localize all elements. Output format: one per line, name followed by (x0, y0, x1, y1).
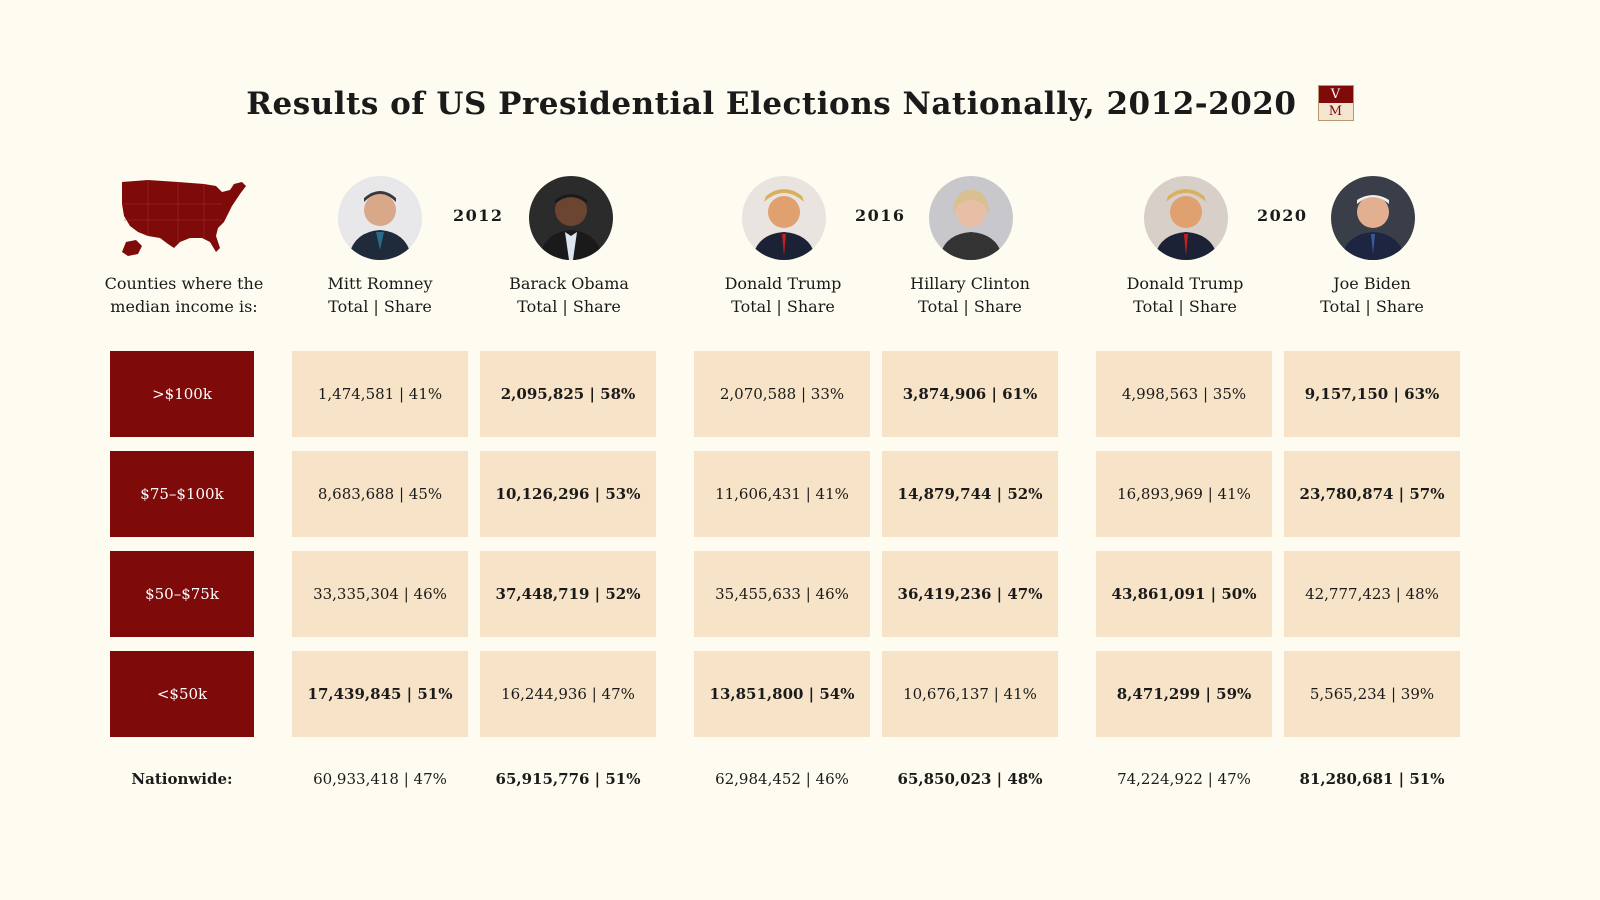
nationwide-cell: 65,850,023 | 48% (897, 770, 1043, 788)
result-cell: 11,606,431 | 41% (694, 451, 870, 537)
candidate-name: Donald Trump (724, 274, 842, 293)
column-header: Donald Trump Total | Share (1096, 272, 1274, 318)
result-cell: 2,095,825 | 58% (480, 351, 656, 437)
nationwide-cell: 74,224,922 | 47% (1117, 770, 1251, 788)
logo-bottom: M (1328, 103, 1343, 119)
column-subheader: Total | Share (1133, 297, 1237, 316)
us-map-icon (122, 180, 246, 256)
logo-top: V (1318, 85, 1353, 103)
result-cell: 1,474,581 | 41% (292, 351, 468, 437)
year-label: 2012 (453, 206, 504, 225)
result-cell: 4,998,563 | 35% (1096, 351, 1272, 437)
result-cell: 23,780,874 | 57% (1284, 451, 1460, 537)
row-header-label: Counties where the median income is: (104, 272, 264, 318)
nationwide-cell: 81,280,681 | 51% (1299, 770, 1445, 788)
result-cell: 13,851,800 | 54% (694, 651, 870, 737)
year-label: 2020 (1257, 206, 1308, 225)
column-header: Barack Obama Total | Share (480, 272, 658, 318)
page-title: Results of US Presidential Elections Nat… (0, 84, 1600, 124)
vm-logo: V M (1317, 84, 1354, 121)
romney-avatar (338, 176, 422, 260)
candidate-name: Barack Obama (509, 274, 629, 293)
result-cell: 10,676,137 | 41% (882, 651, 1058, 737)
result-cell: 8,683,688 | 45% (292, 451, 468, 537)
candidate-name: Mitt Romney (327, 274, 433, 293)
result-cell: 36,419,236 | 47% (882, 551, 1058, 637)
result-cell: 42,777,423 | 48% (1284, 551, 1460, 637)
column-header: Mitt Romney Total | Share (291, 272, 469, 318)
result-cell: 3,874,906 | 61% (882, 351, 1058, 437)
column-subheader: Total | Share (918, 297, 1022, 316)
income-row-label: $75–$100k (110, 451, 254, 537)
column-subheader: Total | Share (328, 297, 432, 316)
column-subheader: Total | Share (517, 297, 621, 316)
result-cell: 10,126,296 | 53% (480, 451, 656, 537)
trump-2016-avatar (742, 176, 826, 260)
nationwide-cell: 60,933,418 | 47% (313, 770, 447, 788)
nationwide-label: Nationwide: (131, 770, 233, 788)
row-header-line-1: Counties where the (104, 274, 264, 293)
column-header: Donald Trump Total | Share (694, 272, 872, 318)
trump-2020-avatar (1144, 176, 1228, 260)
biden-avatar (1331, 176, 1415, 260)
result-cell: 5,565,234 | 39% (1284, 651, 1460, 737)
income-row-label: >$100k (110, 351, 254, 437)
result-cell: 35,455,633 | 46% (694, 551, 870, 637)
obama-avatar (529, 176, 613, 260)
column-subheader: Total | Share (1320, 297, 1424, 316)
candidate-name: Donald Trump (1126, 274, 1244, 293)
year-label: 2016 (855, 206, 906, 225)
title-text: Results of US Presidential Elections Nat… (246, 86, 1297, 122)
nationwide-cell: 62,984,452 | 46% (715, 770, 849, 788)
result-cell: 37,448,719 | 52% (480, 551, 656, 637)
income-row-label: $50–$75k (110, 551, 254, 637)
candidate-name: Hillary Clinton (910, 274, 1030, 293)
nationwide-cell: 65,915,776 | 51% (495, 770, 641, 788)
clinton-avatar (929, 176, 1013, 260)
column-header: Hillary Clinton Total | Share (881, 272, 1059, 318)
result-cell: 2,070,588 | 33% (694, 351, 870, 437)
result-cell: 33,335,304 | 46% (292, 551, 468, 637)
result-cell: 14,879,744 | 52% (882, 451, 1058, 537)
result-cell: 16,244,936 | 47% (480, 651, 656, 737)
candidate-name: Joe Biden (1333, 274, 1411, 293)
result-cell: 16,893,969 | 41% (1096, 451, 1272, 537)
result-cell: 43,861,091 | 50% (1096, 551, 1272, 637)
result-cell: 8,471,299 | 59% (1096, 651, 1272, 737)
income-row-label: <$50k (110, 651, 254, 737)
row-header-line-2: median income is: (110, 297, 258, 316)
column-header: Joe Biden Total | Share (1283, 272, 1461, 318)
column-subheader: Total | Share (731, 297, 835, 316)
result-cell: 17,439,845 | 51% (292, 651, 468, 737)
result-cell: 9,157,150 | 63% (1284, 351, 1460, 437)
